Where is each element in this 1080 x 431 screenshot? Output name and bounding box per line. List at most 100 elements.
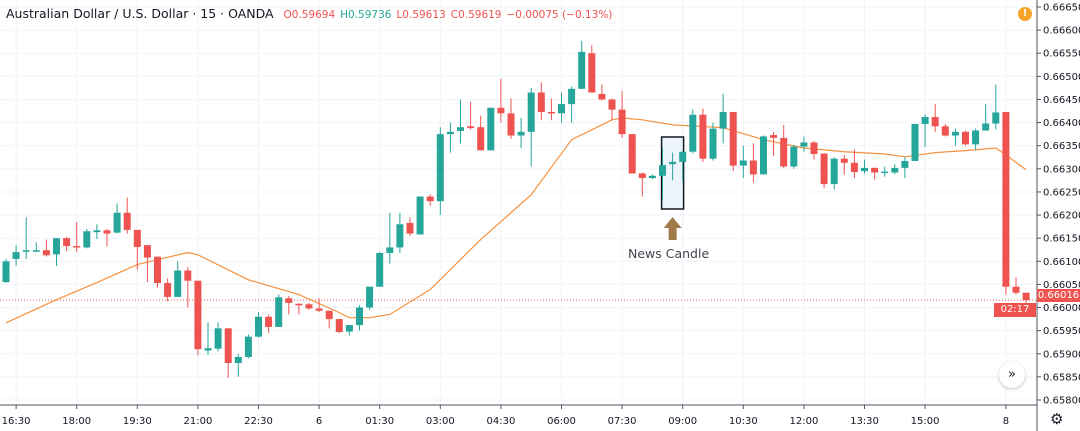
time-tick-label: 13:30 [850, 416, 879, 427]
candle-bullish [32, 242, 40, 253]
candle-body [830, 158, 838, 185]
candle-bearish [467, 101, 475, 130]
time-tick-label: 21:00 [183, 416, 212, 427]
candle-body [103, 230, 111, 234]
symbol-title[interactable]: Australian Dollar / U.S. Dollar · 15 · O… [6, 6, 274, 21]
scroll-to-realtime-button[interactable]: » [999, 362, 1025, 388]
candle-bearish [537, 82, 545, 121]
candle-body [628, 134, 636, 174]
candle-bearish [840, 154, 848, 175]
candle-bearish [224, 328, 232, 378]
ohlc-values: O0.59694 H0.59736 L0.59613 C0.59619 −0.00075… [283, 9, 617, 21]
candle-bearish [931, 104, 939, 132]
candle-bullish [356, 305, 363, 331]
time-tick-label: 10:30 [729, 416, 758, 427]
candle-bullish [901, 157, 909, 179]
candle-body [800, 142, 808, 147]
candle-bullish [234, 353, 242, 377]
candle-bullish [446, 122, 454, 153]
candle-bearish [810, 141, 818, 160]
candle-body [42, 250, 50, 256]
candle-bullish [679, 151, 687, 183]
time-tick-label: 03:00 [426, 416, 455, 427]
candle-body [93, 230, 101, 233]
candle-body [840, 158, 848, 163]
candle-bearish [962, 130, 969, 146]
candle-body [527, 92, 535, 132]
candle-body [669, 161, 677, 165]
candle-bullish [244, 334, 252, 359]
candle-bullish [345, 325, 353, 336]
candle-body [962, 131, 969, 145]
change-value: −0.00075 (−0.13%) [506, 9, 613, 21]
candle-body [325, 310, 333, 320]
gear-icon[interactable]: ⚙ [1050, 410, 1064, 428]
candle-body [931, 117, 939, 127]
candle-body [1022, 292, 1030, 301]
candle-body [113, 212, 121, 233]
candle-body [214, 328, 222, 349]
candle-bearish [285, 295, 293, 315]
time-axis[interactable]: 16:30 18:00 19:30 21:00 22:30 6 01:30 03:00 04:3… [2, 405, 1009, 427]
news-annotation [663, 217, 682, 240]
candle-bearish [164, 278, 172, 302]
candle-body [982, 123, 990, 131]
candle-bullish [113, 203, 121, 234]
candle-body [265, 316, 273, 327]
candle-bearish [608, 98, 616, 121]
candle-bearish [820, 153, 828, 189]
candle-body [507, 113, 515, 136]
candle-body [143, 245, 151, 258]
candle-bullish [376, 252, 384, 287]
candle-bullish [951, 128, 959, 146]
candle-bullish [568, 86, 576, 123]
candle-body [426, 196, 434, 202]
candle-body [1012, 286, 1020, 293]
candle-body [204, 348, 212, 351]
candle-body [53, 238, 60, 255]
candle-bullish [53, 238, 60, 266]
candle-bullish [891, 164, 899, 175]
candle-bullish [255, 312, 262, 338]
candle-bearish [184, 266, 192, 308]
candle-bullish [457, 99, 464, 144]
candle-body [164, 283, 172, 297]
exclamation-icon[interactable]: ! [1018, 7, 1032, 21]
candle-bullish [93, 224, 101, 240]
candle-body [174, 270, 182, 297]
candle-bullish [12, 245, 20, 266]
last-price-label: 0.66016 [1037, 289, 1080, 303]
candle-body [275, 297, 283, 327]
candle-bearish [598, 84, 606, 101]
candle-bullish [861, 159, 868, 174]
candle-bearish [477, 115, 485, 151]
candle-bullish [669, 152, 677, 181]
candle-body [396, 224, 404, 248]
candle-body [255, 316, 262, 337]
candle-bullish [396, 212, 404, 253]
candle-bearish [63, 236, 71, 252]
candle-bearish [42, 239, 50, 257]
candle-body [861, 167, 868, 172]
candle-body [386, 247, 394, 253]
candle-body [558, 104, 565, 114]
candle-body [467, 126, 475, 129]
candle-bullish [527, 87, 535, 167]
candle-bullish [800, 136, 808, 152]
candle-body [73, 246, 81, 248]
candle-body [477, 127, 485, 151]
candle-body [285, 298, 293, 303]
candle-bearish [628, 134, 636, 174]
candle-bearish [154, 256, 161, 288]
candle-bullish [921, 114, 929, 148]
price-tick-label: 0.65800 [1043, 395, 1080, 406]
